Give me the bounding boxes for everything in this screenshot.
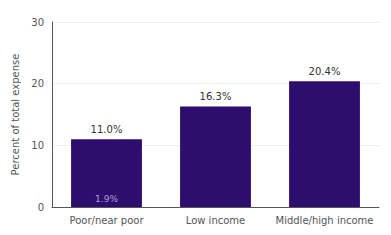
svg-text:Low income: Low income xyxy=(186,215,246,226)
svg-text:30: 30 xyxy=(31,17,44,28)
svg-text:0: 0 xyxy=(38,202,44,213)
svg-text:20.4%: 20.4% xyxy=(309,66,341,77)
svg-text:Percent of total expense: Percent of total expense xyxy=(10,54,21,176)
svg-text:20: 20 xyxy=(31,78,44,89)
svg-text:10: 10 xyxy=(31,140,44,151)
svg-text:1.9%: 1.9% xyxy=(95,194,118,204)
svg-text:11.0%: 11.0% xyxy=(91,124,123,135)
svg-text:Poor/near poor: Poor/near poor xyxy=(70,215,145,226)
svg-text:Middle/high income: Middle/high income xyxy=(275,215,373,226)
svg-text:16.3%: 16.3% xyxy=(200,91,232,102)
